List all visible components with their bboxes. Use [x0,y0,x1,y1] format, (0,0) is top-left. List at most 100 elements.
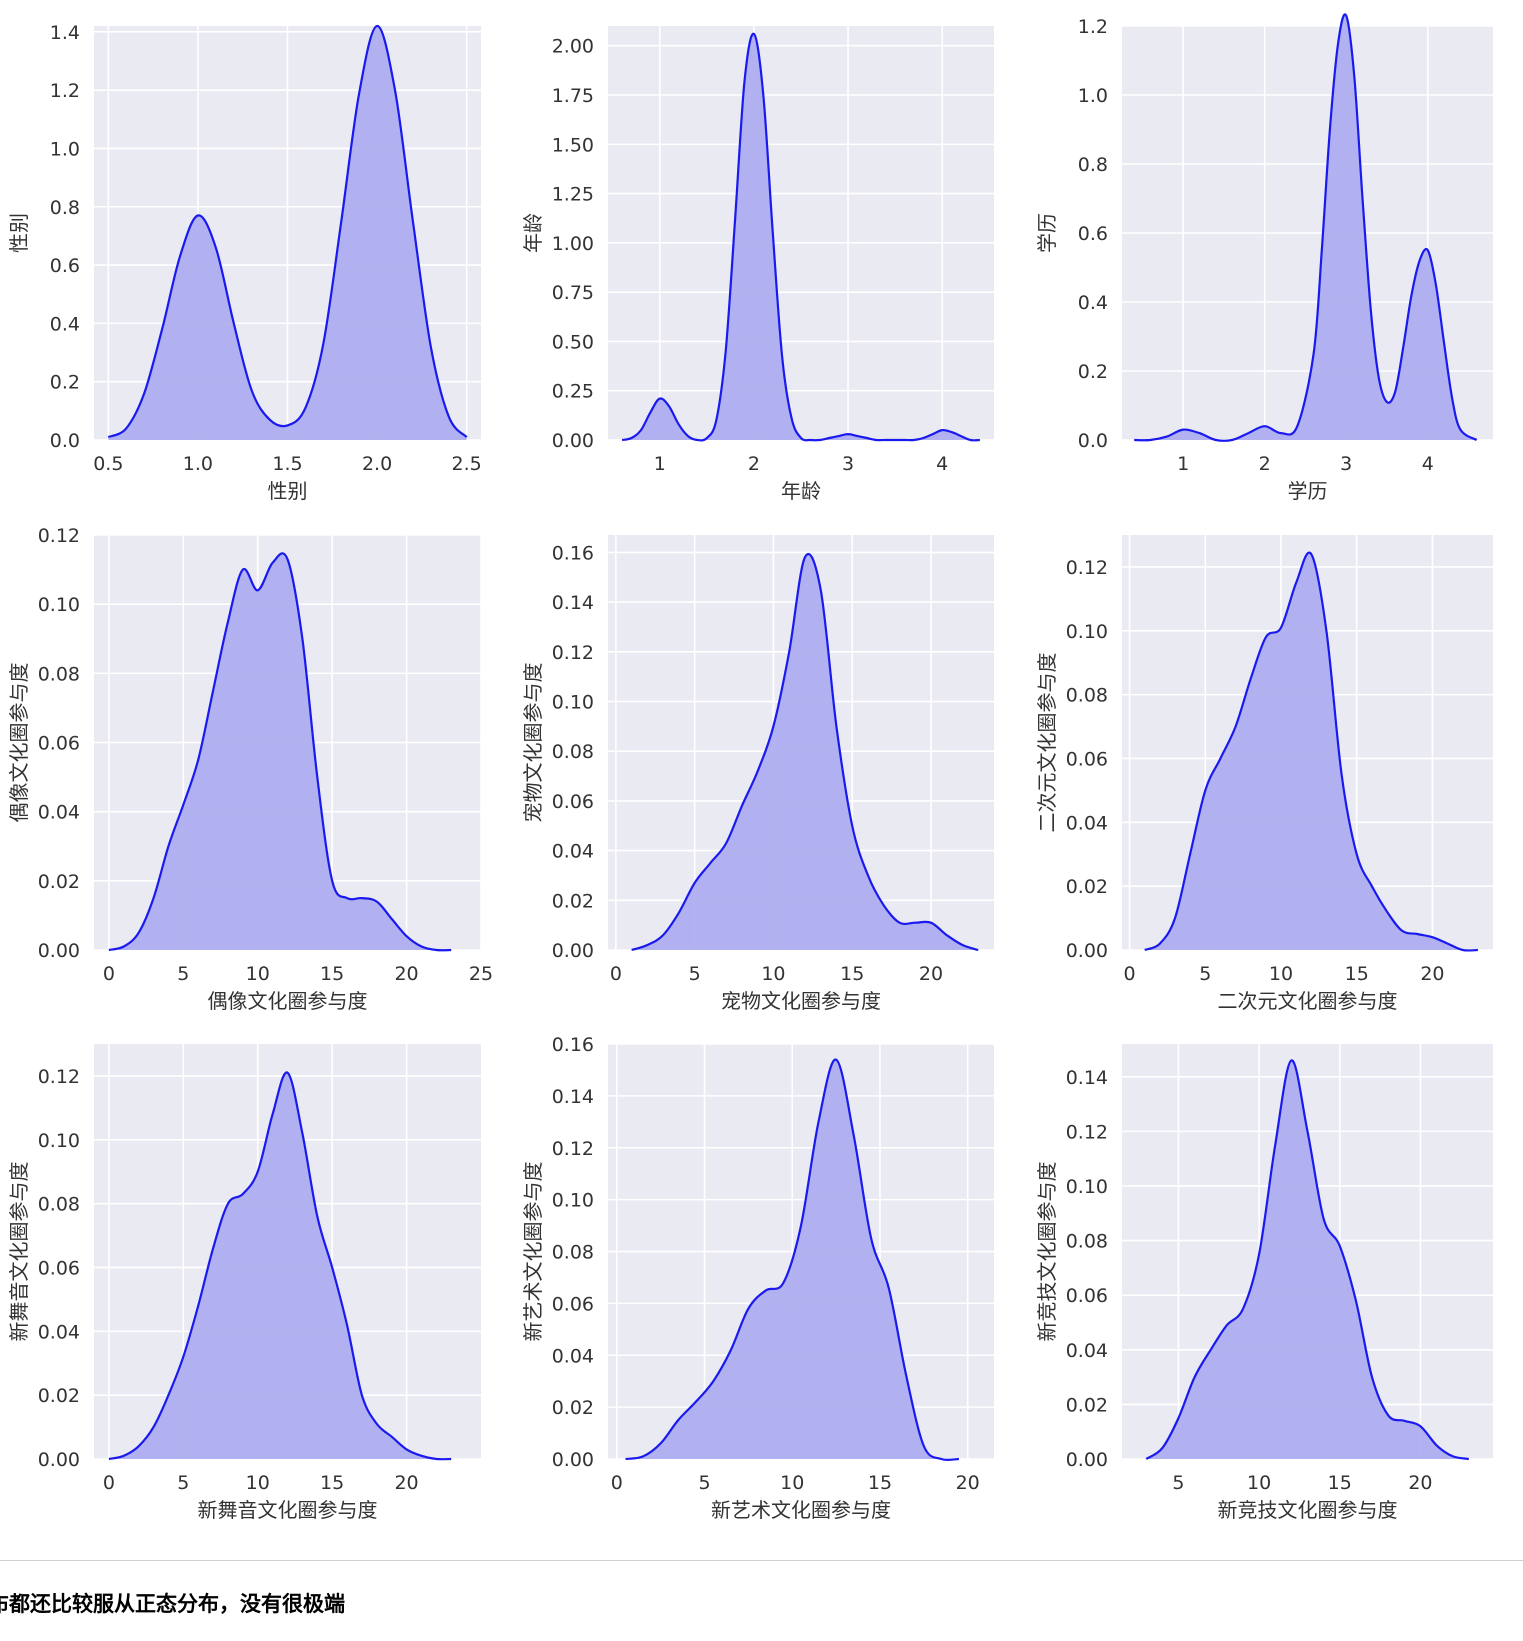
y-tick-label: 0.0 [1078,430,1108,452]
y-tick-label: 0.12 [38,1066,80,1088]
x-tick-label: 3 [1340,453,1352,475]
y-tick-label: 0.16 [552,1034,594,1056]
x-axis-label: 新舞音文化圈参与度 [198,1498,378,1522]
y-tick-label: 0.12 [38,525,80,547]
y-axis-label: 二次元文化圈参与度 [1035,653,1059,833]
x-tick-label: 10 [246,1472,270,1494]
y-tick-label: 0.08 [38,663,80,685]
y-axis-label: 学历 [1035,213,1059,253]
y-tick-label: 1.2 [50,80,80,102]
y-tick-label: 0.06 [552,1293,594,1315]
y-tick-label: 1.0 [50,138,80,160]
density-area [625,1059,959,1460]
kde-panel-4: 0 5 10 15 20 25 0.00 0.02 0.04 0.06 0.08 0.10 0.12 偶像… [7,525,493,1013]
y-tick-label: 0.0 [50,430,80,452]
y-tick-label: 0.00 [552,430,594,452]
density-area [1146,1060,1469,1459]
density-line [1145,1059,1469,1461]
x-tick-label: 0 [1124,963,1136,985]
x-tick-label: 0 [103,1472,115,1494]
y-tick-label: 0.75 [552,282,594,304]
density-area [108,553,452,951]
x-tick-label: 5 [689,963,701,985]
x-tick-label: 25 [469,963,493,985]
y-tick-label: 0.00 [38,940,80,962]
y-tick-label: 0.06 [1066,748,1108,770]
y-tick-label: 0.06 [1066,1285,1108,1307]
x-tick-label: 2 [1259,453,1271,475]
density-line [108,552,452,952]
y-tick-label: 0.12 [552,1138,594,1160]
x-tick-label: 10 [246,963,270,985]
y-axis-label: 新艺术文化圈参与度 [521,1162,545,1342]
y-tick-label: 0.4 [50,313,80,335]
y-tick-label: 0.10 [552,691,594,713]
kde-panel-6: 0 5 10 15 20 0.00 0.02 0.04 0.06 0.08 0.10 0.12 二次元文… [1035,535,1493,1013]
y-tick-label: 0.8 [50,197,80,219]
x-axis-label: 新竞技文化圈参与度 [1218,1498,1398,1522]
y-axis-label: 宠物文化圈参与度 [521,663,545,823]
kde-panel-9: 5 10 15 20 0.00 0.02 0.04 0.06 0.08 0.10 0.12 0.14 新… [1035,1044,1493,1522]
y-tick-label: 0.04 [1066,1340,1108,1362]
x-axis-label: 宠物文化圈参与度 [721,989,881,1013]
y-axis-label: 偶像文化圈参与度 [7,663,31,823]
divider [0,1560,1523,1561]
x-tick-label: 1 [654,453,666,475]
y-tick-label: 0.8 [1078,154,1108,176]
density-line [625,1058,959,1462]
y-tick-label: 0.12 [1066,557,1108,579]
y-tick-label: 1.00 [552,233,594,255]
y-axis-label: 年龄 [521,213,545,253]
x-tick-label: 2 [748,453,760,475]
x-tick-label: 5 [1199,963,1211,985]
x-tick-label: 20 [1420,963,1444,985]
y-tick-label: 0.00 [1066,940,1108,962]
y-tick-label: 0.04 [552,1345,594,1367]
y-tick-label: 1.75 [552,85,594,107]
density-line [631,552,979,952]
y-tick-label: 0.6 [1078,223,1108,245]
y-tick-label: 0.02 [552,1397,594,1419]
x-tick-label: 5 [177,963,189,985]
x-axis-label: 学历 [1288,479,1328,503]
y-tick-label: 0.04 [552,841,594,863]
y-tick-label: 0.06 [38,733,80,755]
y-tick-label: 1.50 [552,134,594,156]
x-tick-label: 15 [840,963,864,985]
y-tick-label: 1.25 [552,184,594,206]
kde-panel-1: 0.5 1.0 1.5 2.0 2.5 0.0 0.2 0.4 0.6 0.8 1.0 1.2 1.4 性… [7,22,482,503]
y-tick-label: 0.50 [552,331,594,353]
y-tick-label: 0.00 [38,1449,80,1471]
kde-panel-5: 0 5 10 15 20 0.00 0.02 0.04 0.06 0.08 0.10 0.12 0.14… [521,535,994,1013]
y-tick-label: 0.04 [38,1321,80,1343]
x-tick-label: 0 [103,963,115,985]
x-tick-label: 2.5 [452,453,482,475]
y-tick-label: 0.10 [38,594,80,616]
y-tick-label: 0.14 [1066,1067,1108,1089]
density-line [1144,551,1478,952]
y-axis-label: 新舞音文化圈参与度 [7,1162,31,1342]
kde-grid-svg: 0.5 1.0 1.5 2.0 2.5 0.0 0.2 0.4 0.6 0.8 1.0 1.2 1.4 性… [7,13,1493,1522]
y-tick-label: 1.2 [1078,16,1108,38]
x-tick-label: 20 [1408,1472,1432,1494]
density-line [621,32,980,442]
kde-plot-grid: 0.5 1.0 1.5 2.0 2.5 0.0 0.2 0.4 0.6 0.8 1.0 1.2 1.4 性… [7,13,1493,1522]
x-tick-label: 10 [1247,1472,1271,1494]
y-tick-label: 0.4 [1078,292,1108,314]
y-tick-label: 0.00 [552,940,594,962]
kde-panel-2: 1 2 3 4 0.00 0.25 0.50 0.75 1.00 1.25 1.50 1.75 2.00… [521,26,994,503]
y-tick-label: 0.00 [552,1449,594,1471]
x-tick-label: 4 [1422,453,1434,475]
y-tick-label: 0.04 [38,802,80,824]
x-tick-label: 20 [919,963,943,985]
y-tick-label: 0.06 [38,1257,80,1279]
y-tick-label: 0.02 [38,871,80,893]
y-tick-label: 2.00 [552,36,594,58]
y-tick-label: 0.14 [552,1086,594,1108]
y-tick-label: 0.10 [1066,621,1108,643]
density-area [108,25,467,441]
x-tick-label: 5 [177,1472,189,1494]
y-axis-label: 性别 [7,213,31,253]
y-tick-label: 0.08 [1066,685,1108,707]
y-tick-label: 0.04 [1066,812,1108,834]
